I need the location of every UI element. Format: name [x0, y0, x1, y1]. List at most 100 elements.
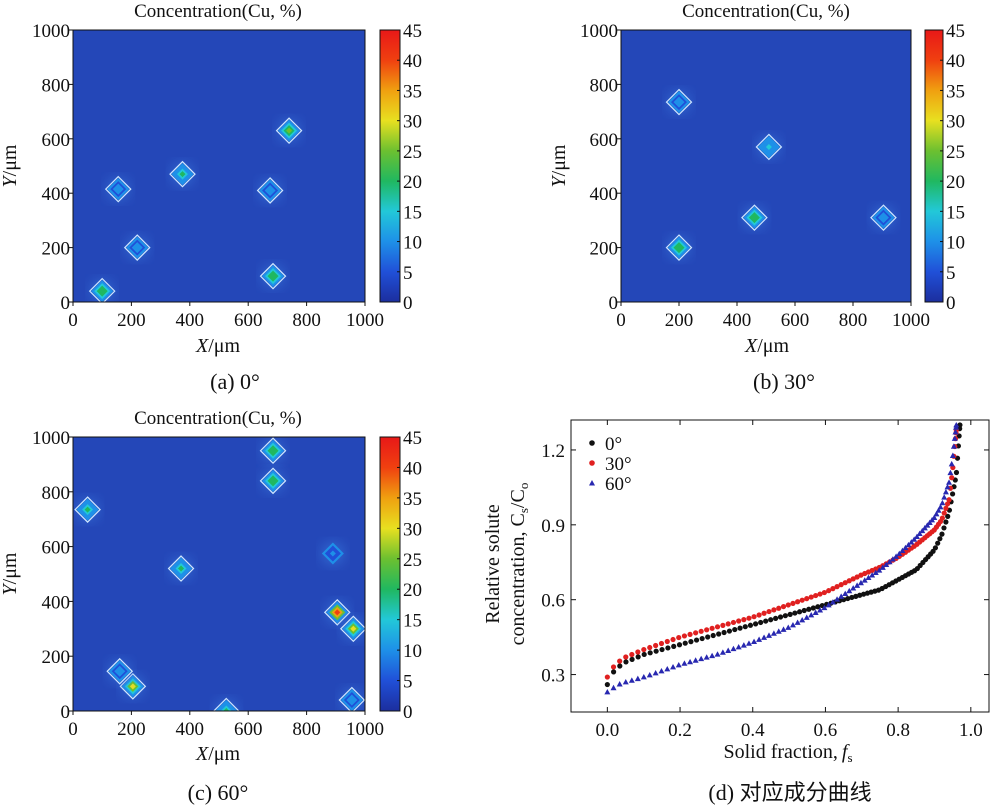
data-point: [664, 665, 671, 672]
x-tick-label: 0.0: [595, 720, 619, 741]
x-tick-label: 600: [234, 310, 263, 331]
hotspot-outline: [74, 496, 101, 523]
hotspot-outline: [339, 615, 365, 643]
data-point: [629, 651, 635, 658]
colorbar-tick-label: 10: [403, 641, 422, 662]
data-point: [857, 579, 864, 586]
data-point: [604, 674, 610, 680]
colorbar-tick-label: 25: [403, 550, 422, 571]
data-point: [732, 626, 738, 633]
data-point: [949, 491, 956, 497]
data-point: [670, 663, 677, 670]
data-point: [635, 654, 641, 660]
hotspot-diamond: [116, 668, 123, 675]
y-tick-label: 200: [42, 647, 71, 668]
colorbar-tick-label: 15: [403, 611, 422, 632]
data-point: [945, 513, 951, 519]
colorbar-tick-label: 30: [403, 112, 422, 133]
data-point: [770, 630, 777, 636]
data-point: [676, 634, 682, 641]
y-axis-var: Y: [0, 582, 21, 595]
data-point: [876, 567, 883, 573]
hotspot-diamond: [751, 214, 758, 221]
data-point: [842, 580, 848, 586]
x-axis-label: X/μm: [744, 335, 789, 357]
data-point: [869, 572, 876, 578]
data-point: [948, 460, 955, 467]
colorbar: [379, 29, 401, 303]
data-point: [714, 651, 721, 657]
data-point: [810, 605, 816, 611]
x-axis-unit: /μm: [208, 743, 240, 765]
hotspot-diamond: [129, 683, 136, 690]
x-tick-label: 600: [234, 719, 263, 740]
data-point: [808, 594, 814, 600]
data-point: [790, 600, 796, 606]
colorbar-tick-label: 30: [403, 519, 422, 540]
colorbar-tick-label: 25: [403, 142, 422, 163]
data-point: [830, 586, 836, 592]
x-tick-label: 400: [723, 310, 752, 331]
data-point: [821, 604, 828, 611]
data-point: [886, 558, 893, 565]
data-point: [817, 607, 824, 613]
y-tick-label: 400: [42, 592, 71, 613]
data-point: [634, 675, 641, 682]
data-point: [741, 617, 747, 623]
y-axis-mid: /C: [507, 489, 529, 508]
colorbar-tick-label: 40: [403, 458, 422, 479]
data-point: [785, 602, 791, 608]
y-axis-label-line2: concentration, Cs/Co: [507, 483, 531, 646]
data-point: [853, 593, 859, 599]
y-axis-unit: /μm: [548, 144, 570, 176]
data-point: [932, 545, 939, 551]
data-point: [692, 657, 699, 663]
data-point: [911, 536, 918, 542]
data-point: [629, 656, 635, 662]
data-point: [944, 484, 951, 490]
legend-label: 60°: [605, 474, 632, 495]
data-point: [756, 612, 762, 618]
x-tick-label: 200: [117, 719, 146, 740]
x-tick-label: 1000: [346, 719, 384, 740]
data-point: [652, 669, 659, 676]
data-point: [640, 674, 647, 680]
y-tick-label: 1000: [580, 21, 618, 42]
colorbar-tick-label: 40: [403, 51, 422, 72]
x-axis-main: Solid fraction,: [723, 741, 837, 763]
colorbar-tick-label: 35: [403, 81, 422, 102]
data-point: [716, 631, 722, 637]
plot-frame: [72, 29, 366, 303]
x-tick-label: 400: [176, 719, 205, 740]
y-tick-label: 0: [609, 293, 619, 314]
data-point: [653, 648, 659, 654]
y-tick-label: 800: [42, 483, 71, 504]
y-tick-label: 0.3: [541, 666, 565, 687]
data-point: [671, 643, 677, 649]
data-point: [730, 619, 737, 626]
data-point: [641, 651, 647, 658]
data-point: [610, 664, 617, 670]
colorbar-tick-label: 15: [403, 202, 422, 223]
data-point: [801, 607, 807, 614]
y-tick-label: 0.6: [541, 591, 565, 612]
colorbar-tick-label: 5: [946, 263, 956, 284]
data-point: [780, 626, 787, 632]
data-point: [623, 654, 629, 660]
data-point: [610, 684, 617, 691]
heatmap-panel-a: Concentration(Cu, %) X/μm Y/μm (a) 0° 0 2…: [0, 1, 422, 394]
colorbar-tick-label: 15: [946, 202, 965, 223]
x-axis-var: X: [195, 335, 209, 357]
colorbar-tick-label: 20: [403, 580, 422, 601]
data-point: [604, 681, 610, 688]
data-point: [682, 640, 688, 646]
hotspot-outline: [123, 234, 151, 261]
y-axis-sub1: s: [516, 508, 531, 513]
data-point: [953, 469, 960, 476]
x-tick-label: 800: [292, 719, 321, 740]
data-point: [905, 541, 912, 548]
hotspots: [88, 117, 303, 302]
hotspot-outline: [256, 177, 284, 204]
data-point: [829, 599, 836, 605]
hotspot-outline: [741, 204, 768, 232]
